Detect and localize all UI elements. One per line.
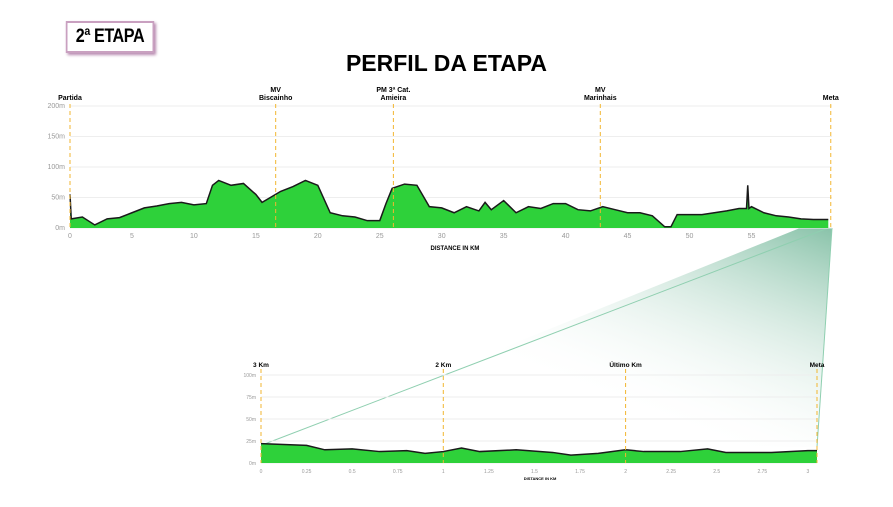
x-tick-label: 2.5 [713, 469, 720, 475]
y-tick-label: 0m [55, 225, 65, 232]
y-tick-label: 100m [47, 164, 65, 171]
x-tick-label: 35 [500, 233, 508, 240]
marker-label: Biscainho [259, 95, 292, 102]
y-tick-label: 100m [243, 373, 256, 379]
x-tick-label: 55 [748, 233, 756, 240]
y-tick-label: 25m [246, 439, 256, 445]
page-title: PERFIL DA ETAPA [345, 50, 548, 76]
elevation-line [260, 442, 817, 456]
x-tick-label: 3 [806, 469, 809, 475]
marker-label: Último Km [609, 360, 642, 369]
x-tick-label: 1.75 [575, 469, 585, 475]
y-tick-label: 50m [51, 195, 65, 202]
x-tick-label: 25 [376, 233, 384, 240]
x-tick-label: 1 [442, 469, 445, 475]
elevation-area [70, 180, 829, 228]
x-tick-label: 0.5 [349, 469, 356, 475]
elevation-line [69, 179, 829, 228]
x-tick-label: 45 [624, 233, 632, 240]
marker-label: PM 3ª Cat. [376, 87, 410, 94]
x-tick-label: 1.5 [531, 469, 538, 475]
x-tick-label: 30 [438, 233, 446, 240]
x-tick-label: 2.75 [757, 469, 767, 475]
marker-label: MV [595, 87, 606, 94]
y-tick-label: 200m [47, 103, 65, 110]
stage-badge: 2ª ETAPA [65, 21, 155, 53]
x-axis-label: DISTANCE IN KM [431, 246, 480, 252]
x-tick-label: 40 [562, 233, 570, 240]
marker-label: 2 Km [435, 362, 451, 369]
x-tick-label: 2 [624, 469, 627, 475]
marker-label: MV [270, 87, 281, 94]
zoom-line [261, 227, 829, 446]
marker-label: Meta [823, 95, 839, 102]
x-axis-label: DISTANCE IN KM [524, 476, 557, 481]
zoom-wedge [262, 228, 832, 447]
x-tick-label: 0 [68, 233, 72, 240]
y-tick-label: 75m [246, 395, 256, 401]
marker-label: 3 Km [253, 362, 269, 369]
x-tick-label: 1.25 [484, 469, 494, 475]
x-tick-label: 0 [260, 469, 263, 475]
marker-label: Marinhais [584, 95, 617, 102]
x-tick-label: 15 [252, 233, 260, 240]
marker-label: Partida [58, 95, 82, 102]
x-tick-label: 5 [130, 233, 134, 240]
y-tick-label: 150m [47, 134, 65, 141]
y-tick-label: 0m [249, 461, 256, 467]
x-tick-label: 0.25 [302, 469, 312, 475]
x-tick-label: 50 [686, 233, 694, 240]
y-tick-label: 50m [246, 417, 256, 423]
elevation-area [261, 443, 817, 463]
x-tick-label: 10 [190, 233, 198, 240]
x-tick-label: 20 [314, 233, 322, 240]
zoom-line [816, 227, 833, 448]
x-tick-label: 0.75 [393, 469, 403, 475]
marker-label: Amieira [381, 95, 407, 102]
marker-label: Meta [810, 362, 825, 369]
x-tick-label: 2.25 [666, 469, 676, 475]
